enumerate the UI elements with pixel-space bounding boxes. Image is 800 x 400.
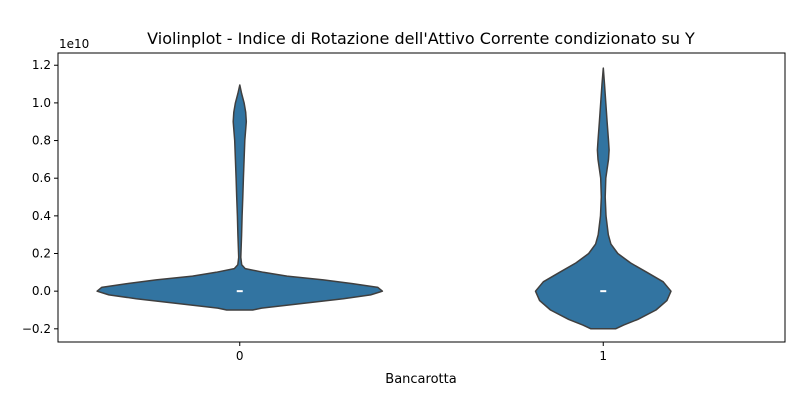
y-tick-label: 1.2 bbox=[32, 58, 51, 72]
x-axis-label: Bancarotta bbox=[385, 372, 456, 387]
y-tick-label: −0.2 bbox=[22, 322, 51, 336]
y-axis: −0.2 0.0 0.2 0.4 0.6 0.8 1.0 1.2 bbox=[22, 58, 58, 336]
violin-0 bbox=[96, 84, 384, 311]
x-tick-label: 0 bbox=[236, 349, 244, 363]
x-tick-label: 1 bbox=[599, 349, 607, 363]
chart-title: Violinplot - Indice di Rotazione dell'At… bbox=[147, 29, 695, 48]
violin-1 bbox=[534, 67, 672, 330]
y-tick-label: 0.4 bbox=[32, 209, 51, 223]
y-tick-label: 0.2 bbox=[32, 247, 51, 261]
y-tick-label: 0.8 bbox=[32, 134, 51, 148]
y-tick-label: 1.0 bbox=[32, 96, 51, 110]
y-tick-label: 0.0 bbox=[32, 284, 51, 298]
plot-frame bbox=[57, 52, 786, 343]
y-axis-multiplier: 1e10 bbox=[59, 37, 89, 51]
y-tick-label: 0.6 bbox=[32, 171, 51, 185]
violins-group bbox=[96, 67, 672, 330]
